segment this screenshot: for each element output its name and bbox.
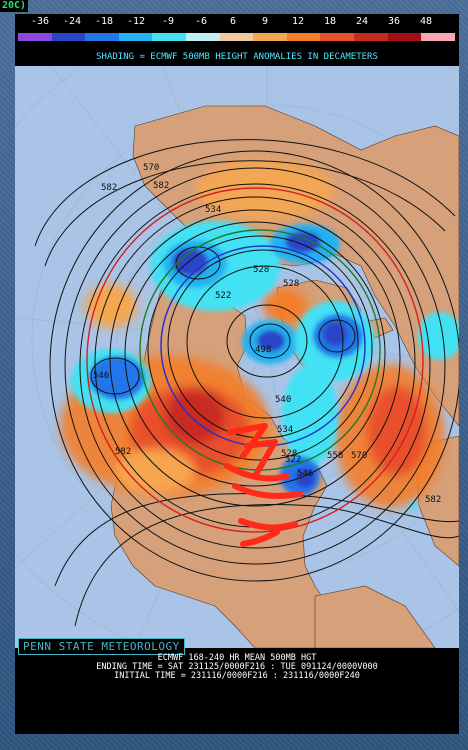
color-scale-labels: -36 -24 -18 -12 -9 -6 6 9 12 18 24 36 48 <box>15 16 459 32</box>
hand-drawn-arrows <box>224 423 303 547</box>
scale-swatch <box>286 33 321 41</box>
contour-label: 582 <box>425 495 441 505</box>
scale-swatch <box>253 33 287 41</box>
scale-label: 12 <box>291 16 305 27</box>
contour-label: 570 <box>143 163 159 173</box>
polar-stereographic-map: 582 570 582 534 528 522 528 498 546 540 … <box>15 66 459 648</box>
scale-swatch <box>51 33 86 41</box>
contour-label: 498 <box>255 345 271 355</box>
scale-swatch <box>118 33 153 41</box>
south-america <box>314 585 436 648</box>
scale-label: -24 <box>62 16 82 27</box>
height-anomaly-shading <box>60 160 459 510</box>
window-title-fragment: 20C) <box>0 0 29 12</box>
scale-swatch <box>354 33 388 41</box>
contour-label: 522 <box>285 455 301 465</box>
forecast-info: ECMWF 168-240 HR MEAN 500MB HGT ENDING T… <box>15 654 459 681</box>
scale-label: 9 <box>261 16 269 27</box>
initial-time: INITIAL TIME = 231116/0000F216 : 231116/… <box>114 671 360 681</box>
scale-label: 18 <box>323 16 337 27</box>
scale-swatch <box>320 33 355 41</box>
ending-time: ENDING TIME = SAT 231125/0000F216 : TUE … <box>96 662 378 672</box>
scale-label: -6 <box>194 16 208 27</box>
scale-label: -18 <box>94 16 114 27</box>
contour-label: 546 <box>297 469 313 479</box>
scale-label: -36 <box>30 16 50 27</box>
scale-label: -9 <box>161 16 175 27</box>
scale-label: 6 <box>229 16 237 27</box>
contour-label: 546 <box>93 371 109 381</box>
color-scale-bar <box>18 33 455 41</box>
contour-label: 534 <box>277 425 293 435</box>
contour-label: 558 <box>327 451 343 461</box>
scale-swatch <box>85 33 119 41</box>
contour-label: 528 <box>253 265 269 275</box>
contour-label: 582 <box>101 183 117 193</box>
scale-swatch <box>186 33 220 41</box>
contour-label: 534 <box>205 205 221 215</box>
contour-label: 582 <box>115 447 131 457</box>
contour-label: 528 <box>281 449 297 459</box>
contour-label: 540 <box>275 395 291 405</box>
scale-swatch <box>421 33 455 41</box>
forecast-title: ECMWF 168-240 HR MEAN 500MB HGT <box>157 653 317 663</box>
scale-swatch <box>18 33 52 41</box>
contour-label: 582 <box>153 181 169 191</box>
contour-label: 528 <box>283 279 299 289</box>
credit-label: PENN STATE METEOROLOGY <box>18 638 185 655</box>
scale-label: 48 <box>419 16 433 27</box>
weather-map-panel: -36 -24 -18 -12 -9 -6 6 9 12 18 24 36 48… <box>15 14 459 734</box>
scale-label: -12 <box>126 16 146 27</box>
scale-label: 24 <box>355 16 369 27</box>
scale-swatch <box>219 33 254 41</box>
scale-swatch <box>152 33 187 41</box>
contour-labels: 582 570 582 534 528 522 528 498 546 540 … <box>93 163 441 505</box>
scale-swatch <box>387 33 422 41</box>
shading-caption: SHADING = ECMWF 500MB HEIGHT ANOMALIES I… <box>96 52 378 62</box>
contour-label: 570 <box>351 451 367 461</box>
contour-label: 522 <box>215 291 231 301</box>
map-canvas: 582 570 582 534 528 522 528 498 546 540 … <box>15 66 459 648</box>
scale-label: 36 <box>387 16 401 27</box>
